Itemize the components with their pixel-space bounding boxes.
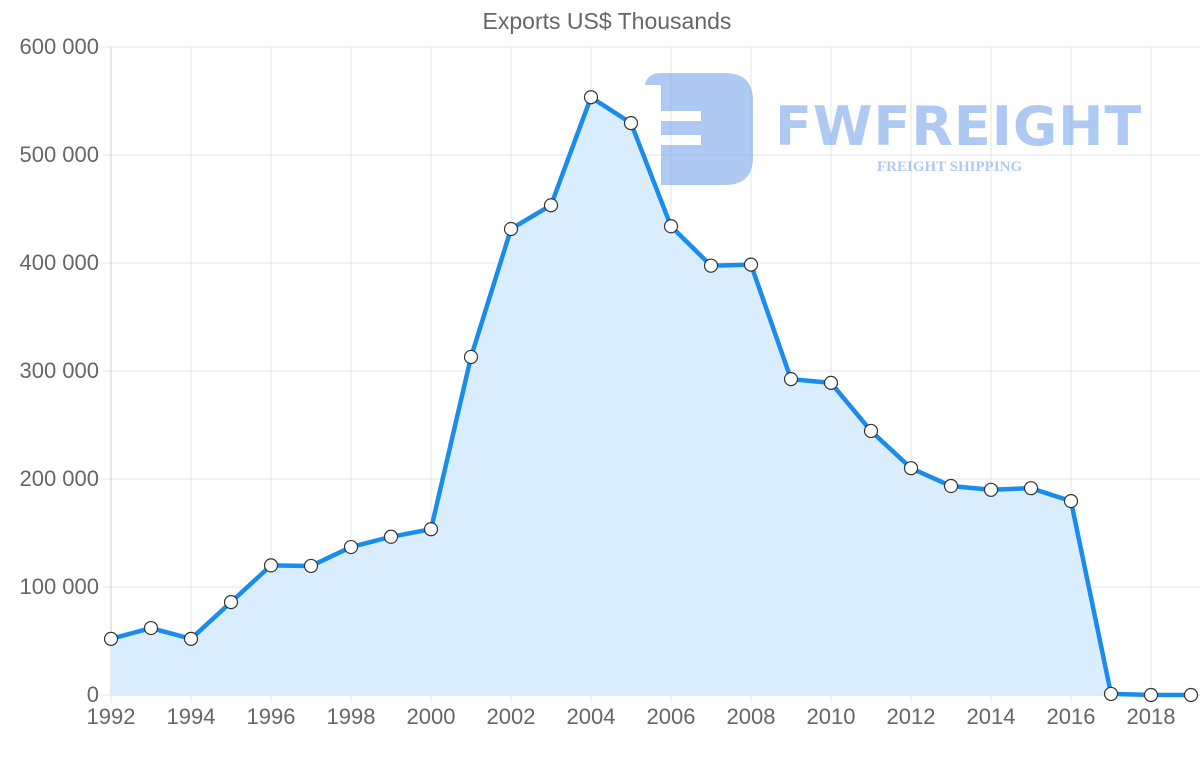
y-tick-label: 0 xyxy=(86,682,99,707)
y-tick-label: 400 000 xyxy=(19,250,99,275)
x-tick-label: 2010 xyxy=(806,704,856,729)
data-point-marker[interactable] xyxy=(583,90,599,105)
data-point-marker[interactable] xyxy=(1103,686,1119,702)
x-tick-label: 2008 xyxy=(726,704,776,729)
data-point-marker[interactable] xyxy=(343,539,359,555)
data-point-marker[interactable] xyxy=(303,558,319,574)
x-tick-label: 2012 xyxy=(886,704,936,729)
data-point-marker[interactable] xyxy=(183,631,199,646)
x-tick-label: 2014 xyxy=(966,704,1016,729)
data-point-marker[interactable] xyxy=(103,631,119,646)
data-point-marker[interactable] xyxy=(463,349,479,365)
data-point-marker[interactable] xyxy=(743,257,759,272)
data-point-marker[interactable] xyxy=(983,482,999,497)
data-point-marker[interactable] xyxy=(903,461,919,476)
data-point-marker[interactable] xyxy=(663,219,679,234)
x-tick-label: 2016 xyxy=(1046,704,1096,729)
data-point-marker[interactable] xyxy=(703,258,719,273)
data-point-marker[interactable] xyxy=(1183,687,1199,703)
x-tick-label: 1994 xyxy=(166,704,216,729)
y-tick-label: 600 000 xyxy=(19,34,99,59)
data-point-marker[interactable] xyxy=(1063,494,1079,509)
y-tick-label: 300 000 xyxy=(19,358,99,383)
y-tick-label: 500 000 xyxy=(19,142,99,167)
x-tick-label: 2000 xyxy=(406,704,456,729)
series-area-fill xyxy=(111,97,1191,696)
data-point-marker[interactable] xyxy=(263,558,279,573)
data-point-marker[interactable] xyxy=(1023,481,1039,496)
x-tick-label: 2018 xyxy=(1126,704,1176,729)
data-point-marker[interactable] xyxy=(423,522,439,537)
data-point-marker[interactable] xyxy=(383,529,399,544)
data-point-marker[interactable] xyxy=(783,372,799,387)
x-tick-label: 1998 xyxy=(326,704,376,729)
y-tick-label: 200 000 xyxy=(19,466,99,491)
data-point-marker[interactable] xyxy=(543,198,559,213)
x-tick-label: 2002 xyxy=(486,704,536,729)
data-point-marker[interactable] xyxy=(823,375,839,390)
x-tick-label: 1996 xyxy=(246,704,296,729)
x-tick-label: 2004 xyxy=(566,704,616,729)
y-tick-label: 100 000 xyxy=(19,574,99,599)
data-point-marker[interactable] xyxy=(223,595,239,610)
data-point-marker[interactable] xyxy=(143,620,159,636)
data-point-marker[interactable] xyxy=(943,478,959,494)
chart-title: Exports US$ Thousands xyxy=(482,8,732,34)
data-point-marker[interactable] xyxy=(623,116,639,131)
data-point-marker[interactable] xyxy=(863,423,879,439)
data-point-marker[interactable] xyxy=(1143,687,1159,703)
x-tick-label: 1992 xyxy=(86,704,136,729)
data-point-marker[interactable] xyxy=(503,221,519,237)
x-tick-label: 2006 xyxy=(646,704,696,729)
